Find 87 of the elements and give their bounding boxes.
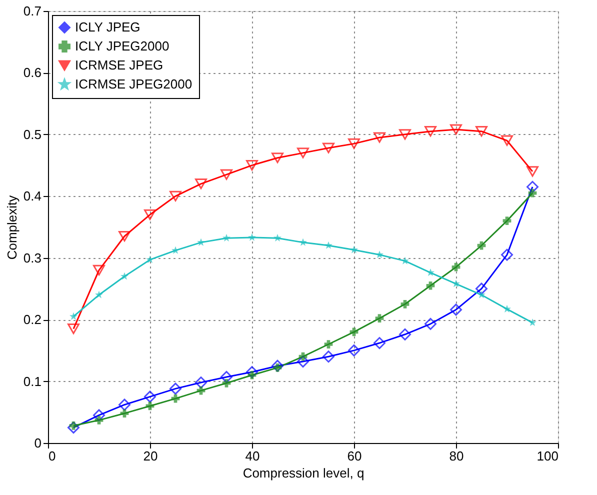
y-tick-label: 0.7 [23,4,42,18]
legend-label: ICRMSE JPEG2000 [75,76,192,92]
point [246,160,258,171]
y-tick-label: 0.6 [23,65,42,80]
point [322,142,334,154]
point [120,409,129,418]
point [248,233,256,241]
point [399,328,411,340]
point [274,234,282,242]
point [93,264,105,276]
legend-label: ICLY JPEG [75,20,140,34]
point [374,337,386,350]
point [528,318,536,326]
point [222,378,231,388]
y-tick-label: 0 [34,436,42,450]
point [399,129,411,140]
point [220,169,232,180]
point [324,241,332,249]
point [170,190,182,202]
point [350,328,358,336]
point [424,318,436,330]
point [195,376,207,389]
y-tick-label: 0.1 [23,374,42,389]
point [146,256,154,264]
x-tick-label: 0 [48,448,56,464]
point [322,350,334,363]
point [450,124,462,135]
point [93,409,105,422]
point [424,126,436,137]
y-axis-title: Complexity [4,194,20,260]
point [297,148,309,158]
point [172,246,180,254]
point [450,304,462,316]
point [298,352,308,361]
point [297,356,309,368]
point [476,282,488,295]
point [348,138,360,149]
point [503,304,511,312]
point [400,300,410,308]
point [374,132,386,143]
legend-label: ICLY JPEG2000 [75,38,170,54]
point [452,262,460,272]
point [350,246,358,254]
point [526,180,538,193]
point [452,280,460,288]
point [426,281,435,290]
point [95,290,103,298]
point [68,422,80,434]
point [70,312,78,320]
y-tick-label: 0.2 [23,312,42,328]
point [197,238,205,246]
point [426,268,434,276]
x-tick-label: 100 [536,448,558,464]
point [348,344,360,356]
point [68,324,80,334]
point [118,230,130,242]
point [222,234,230,242]
x-axis-title: Compression level, q [242,466,364,480]
point [502,216,512,226]
point [324,340,333,348]
point [401,256,409,264]
point [195,178,207,190]
x-tick-label: 40 [245,448,260,464]
point [220,370,232,383]
point [170,382,182,395]
point [272,152,284,164]
x-tick-label: 80 [449,448,464,464]
point [375,314,384,323]
point [501,248,513,261]
y-tick-label: 0.3 [23,250,42,266]
point [478,290,486,298]
point [144,390,156,403]
point [476,126,488,137]
point [376,250,384,258]
y-tick-label: 0.5 [23,126,42,142]
point [526,166,538,177]
y-tick-label: 0.4 [23,188,42,204]
point [501,135,513,146]
point [120,272,128,280]
legend-label: ICRMSE JPEG [75,58,164,72]
point [144,209,156,220]
x-tick-label: 20 [143,448,158,464]
point [272,360,284,372]
point [118,398,130,411]
point [299,238,307,246]
x-tick-label: 60 [347,448,362,464]
point [94,416,104,424]
